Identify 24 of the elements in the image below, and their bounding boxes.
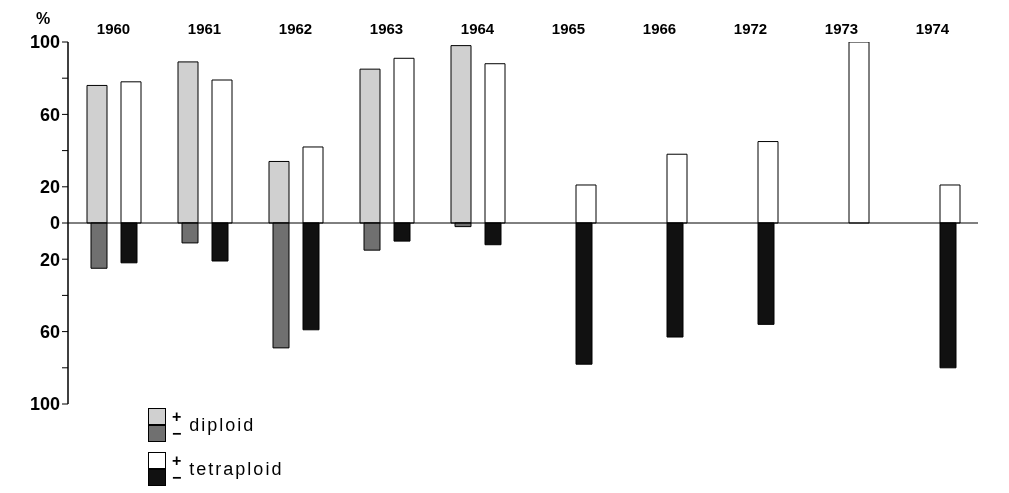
x-tick-label: 1960 [96,20,131,37]
x-tick-label: 1974 [915,20,950,37]
legend-label: − [172,468,182,487]
y-tick-label: 60 [39,321,60,342]
y-tick-label: 100 [29,32,60,53]
x-tick-label: 1973 [824,20,859,37]
x-tick-label: 1965 [551,20,586,37]
legend-label: − [172,424,182,443]
y-tick-label: 20 [39,177,60,198]
legend-label: + [172,451,182,470]
x-tick-label: 1966 [642,20,677,37]
x-tick-label: 1961 [187,20,222,37]
x-tick-label: 1963 [369,20,404,37]
text: tetraploid [189,458,284,480]
x-tick-label: 1964 [460,20,495,37]
y-tick-label: 60 [39,104,60,125]
legend-label: + [172,407,182,426]
y-axis-title: % [36,10,51,28]
y-tick-label: 20 [39,249,60,270]
x-tick-label: 1962 [278,20,313,37]
y-tick-label: 100 [29,394,60,415]
y-tick-label: 0 [49,213,60,234]
x-tick-label: 1972 [733,20,768,37]
text: diploid [189,414,256,436]
